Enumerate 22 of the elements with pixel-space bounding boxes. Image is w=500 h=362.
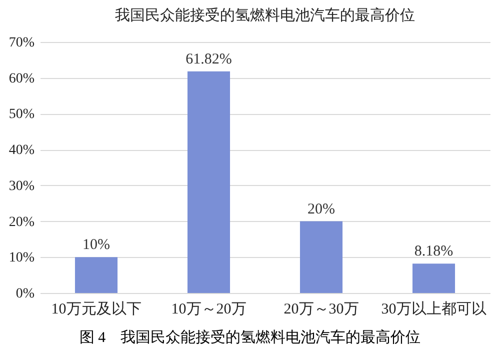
x-tick-label: 20万～30万	[284, 302, 359, 318]
x-tick-label: 10万～20万	[171, 302, 246, 318]
data-label: 8.18%	[414, 244, 454, 260]
y-tick-label: 30%	[8, 178, 35, 194]
y-tick-label: 60%	[8, 71, 35, 86]
y-tick-label: 70%	[8, 36, 35, 50]
bar	[187, 71, 230, 293]
y-tick-label: 40%	[8, 143, 35, 158]
y-tick-label: 20%	[8, 214, 35, 230]
bar	[74, 257, 118, 293]
bar	[300, 221, 343, 293]
bar	[412, 264, 456, 293]
x-tick-label: 30万以上都可以	[381, 300, 486, 318]
data-label: 61.82%	[186, 51, 232, 68]
data-label: 20%	[308, 201, 335, 218]
caption: 图 4 我国民众能接受的氢燃料电池汽车的最高价位	[78, 328, 422, 347]
y-tick-label: 0%	[16, 286, 35, 302]
chart-title: 我国民众能接受的氢燃料电池汽车的最高价位	[115, 7, 415, 24]
y-tick-label: 10%	[8, 250, 35, 266]
x-tick-label: 10万元及以下	[51, 300, 142, 318]
data-label: 10%	[82, 237, 110, 254]
y-tick-label: 50%	[8, 107, 35, 122]
